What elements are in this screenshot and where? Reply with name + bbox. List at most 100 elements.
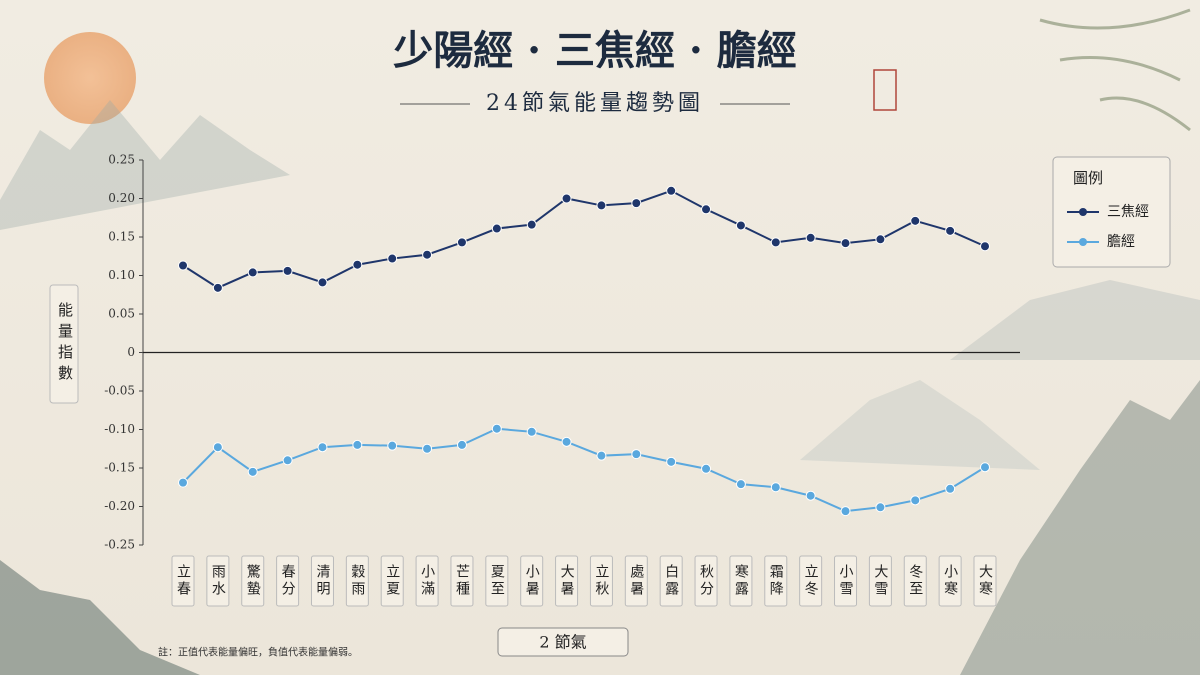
chart-title: 少陽經 · 三焦經 · 膽經 — [393, 27, 797, 74]
data-point — [910, 495, 921, 506]
x-tick-box — [694, 555, 718, 607]
x-tick-box — [450, 555, 474, 607]
data-point — [840, 506, 851, 517]
x-tick-label: 春分 — [280, 564, 296, 598]
x-tick-label: 雨水 — [210, 564, 226, 598]
data-point — [805, 232, 816, 243]
data-point — [840, 238, 851, 249]
x-tick-box — [834, 555, 858, 607]
x-tick-box — [241, 555, 265, 607]
x-tick-box — [973, 555, 997, 607]
x-tick-box — [206, 555, 230, 607]
data-point — [631, 198, 642, 209]
y-tick-label: 0.15 — [108, 230, 135, 244]
x-tick-label: 清明 — [314, 564, 330, 598]
x-tick-label: 立春 — [175, 564, 191, 598]
y-tick-label: 0.25 — [108, 153, 135, 167]
data-point — [805, 490, 816, 501]
data-point — [526, 426, 537, 437]
data-point — [735, 220, 746, 231]
x-tick-label: 霜降 — [768, 564, 784, 598]
data-point — [666, 185, 677, 196]
x-tick-label: 大雪 — [872, 564, 888, 598]
data-point — [561, 436, 572, 447]
data-point — [212, 282, 223, 293]
x-tick-box — [520, 555, 544, 607]
y-tick-label: 0.05 — [108, 307, 135, 321]
y-tick-label: 0.10 — [108, 268, 135, 282]
x-tick-box — [415, 555, 439, 607]
y-tick-label: 0.20 — [108, 191, 135, 205]
data-point — [770, 237, 781, 248]
legend-swatch — [1079, 208, 1087, 216]
data-point — [596, 200, 607, 211]
x-tick-box — [555, 555, 579, 607]
x-tick-label: 立冬 — [803, 564, 819, 598]
x-tick-label: 小暑 — [524, 564, 540, 598]
x-tick-label: 大暑 — [559, 564, 575, 598]
y-axis-label: 能量指數 — [56, 302, 74, 386]
data-point — [701, 463, 712, 474]
data-point — [456, 439, 467, 450]
data-point — [352, 259, 363, 270]
y-tick-label: -0.10 — [104, 422, 135, 436]
bamboo-decoration — [1039, 8, 1191, 132]
series-line — [182, 189, 986, 289]
data-point — [491, 223, 502, 234]
data-point — [178, 477, 188, 488]
x-tick-box — [938, 555, 962, 607]
x-tick-label: 小滿 — [419, 564, 435, 598]
data-point — [666, 456, 677, 467]
x-tick-box — [624, 555, 648, 607]
x-axis-label: 2 節氣 — [539, 633, 586, 652]
data-point — [422, 249, 433, 260]
x-tick-box — [868, 555, 892, 607]
x-tick-label: 小雪 — [838, 564, 854, 598]
data-point — [770, 482, 781, 493]
data-point — [735, 479, 746, 490]
x-tick-label: 大寒 — [977, 564, 993, 598]
seal-decoration — [873, 69, 897, 111]
y-tick-label: -0.20 — [104, 499, 135, 513]
data-point — [317, 442, 328, 453]
data-point — [387, 440, 398, 451]
x-tick-box — [764, 555, 788, 607]
x-tick-label: 驚蟄 — [245, 563, 261, 598]
data-point — [247, 267, 258, 278]
legend-label: 膽經 — [1107, 233, 1135, 250]
data-point — [945, 483, 956, 494]
x-tick-label: 立秋 — [593, 564, 609, 598]
data-point — [352, 439, 363, 450]
data-point — [282, 265, 293, 276]
footnote: 註：正值代表能量偏旺，負值代表能量偏弱。 — [158, 646, 358, 659]
x-tick-box — [380, 555, 404, 607]
data-point — [631, 449, 642, 460]
x-tick-label: 夏至 — [489, 564, 505, 598]
sun-decoration — [44, 32, 136, 124]
legend-title: 圖例 — [1073, 169, 1103, 187]
data-point — [980, 241, 990, 252]
x-tick-box — [659, 555, 683, 607]
chart-subtitle: 24節氣能量趨勢圖 — [486, 91, 704, 116]
data-point — [422, 443, 433, 454]
data-point — [561, 193, 572, 204]
mountain-decoration — [800, 380, 1040, 470]
x-tick-label: 冬至 — [907, 564, 923, 598]
data-point — [980, 462, 990, 473]
data-point — [875, 502, 886, 513]
x-tick-box — [903, 555, 927, 607]
data-point — [317, 277, 328, 288]
data-point — [491, 423, 502, 434]
x-tick-label: 寒露 — [733, 563, 749, 598]
x-tick-box — [589, 555, 613, 607]
data-point — [875, 234, 886, 245]
x-tick-label: 芒種 — [454, 564, 470, 598]
y-tick-label: -0.15 — [104, 461, 135, 475]
legend-label: 三焦經 — [1107, 204, 1149, 220]
x-tick-label: 穀雨 — [349, 564, 365, 598]
x-tick-box — [310, 555, 334, 607]
y-label-box — [49, 284, 79, 404]
x-tick-label: 立夏 — [384, 564, 400, 598]
data-point — [247, 466, 258, 477]
